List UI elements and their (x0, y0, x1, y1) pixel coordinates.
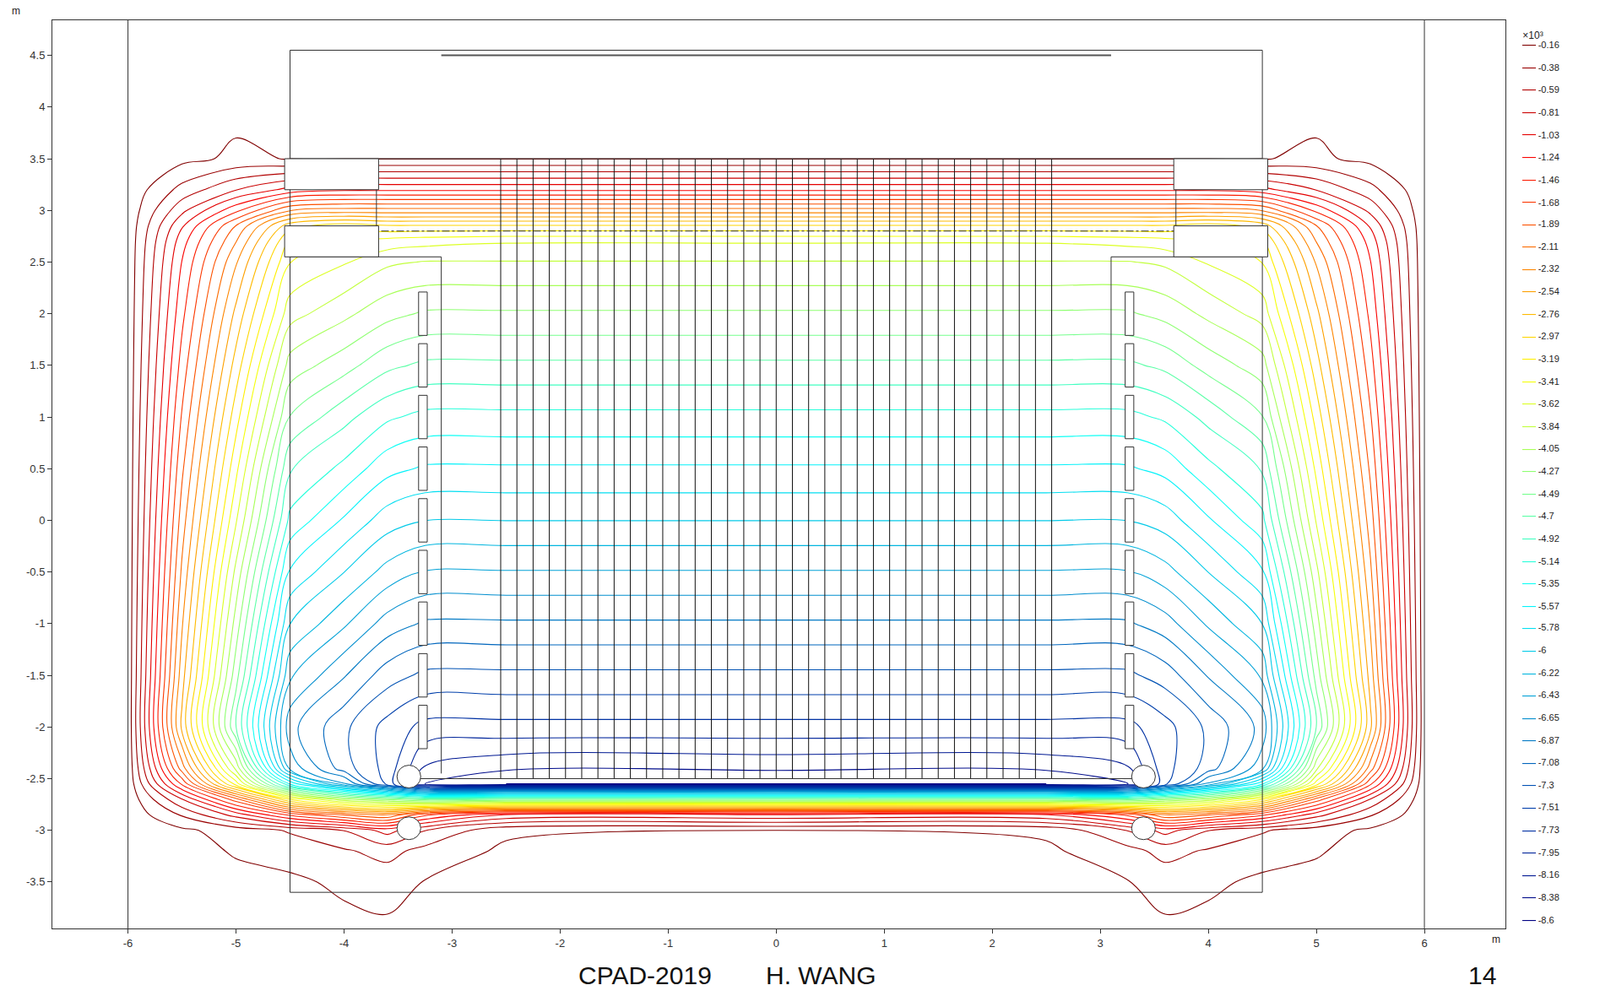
svg-text:3.5: 3.5 (29, 152, 45, 166)
svg-text:0.5: 0.5 (29, 462, 45, 476)
svg-text:-5: -5 (231, 937, 242, 950)
svg-text:m: m (11, 5, 21, 17)
svg-text:-6.65: -6.65 (1538, 712, 1560, 723)
svg-text:2: 2 (989, 937, 996, 950)
svg-text:-3.84: -3.84 (1538, 421, 1560, 432)
svg-text:-2.54: -2.54 (1538, 286, 1560, 297)
svg-text:-2.97: -2.97 (1538, 330, 1560, 342)
svg-text:-0.38: -0.38 (1538, 62, 1560, 73)
svg-text:-4.27: -4.27 (1538, 466, 1560, 477)
svg-text:0: 0 (773, 937, 780, 950)
svg-text:-4.49: -4.49 (1538, 488, 1560, 499)
svg-text:-1.24: -1.24 (1538, 151, 1560, 163)
svg-text:-3.41: -3.41 (1538, 376, 1560, 387)
svg-text:-2.76: -2.76 (1538, 309, 1560, 320)
svg-text:-3.19: -3.19 (1538, 353, 1560, 364)
svg-text:-3.62: -3.62 (1538, 398, 1560, 409)
svg-text:14: 14 (1468, 961, 1497, 990)
svg-text:-5.35: -5.35 (1538, 578, 1560, 589)
svg-text:-6.43: -6.43 (1538, 689, 1560, 700)
svg-text:m: m (1491, 933, 1501, 946)
svg-text:-3.5: -3.5 (26, 875, 45, 889)
svg-text:3: 3 (38, 204, 45, 217)
svg-text:-2: -2 (555, 937, 566, 950)
svg-text:0: 0 (38, 514, 45, 527)
svg-text:-8.16: -8.16 (1538, 869, 1560, 880)
svg-text:3: 3 (1097, 937, 1104, 950)
svg-text:1.5: 1.5 (29, 358, 45, 372)
svg-text:-6.87: -6.87 (1538, 735, 1560, 746)
svg-text:-1.68: -1.68 (1538, 197, 1560, 208)
svg-text:-7.3: -7.3 (1538, 780, 1555, 791)
svg-text:H. WANG: H. WANG (765, 961, 877, 990)
svg-text:-2.11: -2.11 (1538, 241, 1559, 252)
svg-text:-5.78: -5.78 (1538, 622, 1560, 633)
svg-text:×10³: ×10³ (1522, 29, 1543, 42)
svg-text:-3: -3 (447, 937, 458, 950)
svg-text:-2.5: -2.5 (26, 772, 45, 786)
svg-text:-7.08: -7.08 (1538, 757, 1560, 768)
svg-text:4: 4 (38, 100, 45, 114)
svg-text:-6: -6 (1538, 645, 1547, 656)
svg-text:-7.51: -7.51 (1538, 802, 1560, 813)
svg-text:-2.32: -2.32 (1538, 263, 1560, 274)
svg-text:-6.22: -6.22 (1538, 667, 1560, 678)
svg-text:-3: -3 (35, 824, 46, 837)
svg-text:4.5: 4.5 (29, 48, 45, 62)
svg-text:-4.05: -4.05 (1538, 443, 1560, 454)
svg-text:-1.89: -1.89 (1538, 218, 1560, 229)
svg-text:-1: -1 (35, 617, 46, 630)
svg-text:4: 4 (1205, 937, 1212, 950)
svg-text:-5.57: -5.57 (1538, 601, 1560, 612)
svg-text:-1.5: -1.5 (26, 669, 45, 683)
svg-text:-8.38: -8.38 (1538, 892, 1560, 903)
svg-text:-7.73: -7.73 (1538, 824, 1560, 836)
svg-text:-5.14: -5.14 (1538, 556, 1560, 567)
svg-text:1: 1 (38, 411, 45, 424)
svg-text:2: 2 (38, 307, 45, 320)
svg-text:-0.5: -0.5 (26, 565, 45, 579)
svg-text:2.5: 2.5 (29, 255, 45, 269)
svg-text:-1.46: -1.46 (1538, 174, 1560, 185)
svg-text:1: 1 (881, 937, 888, 950)
svg-text:6: 6 (1421, 937, 1427, 950)
svg-text:5: 5 (1312, 937, 1319, 950)
svg-text:-4.7: -4.7 (1538, 510, 1555, 521)
svg-text:-4: -4 (339, 937, 350, 950)
svg-text:-1.03: -1.03 (1538, 130, 1560, 141)
svg-text:-6: -6 (123, 937, 134, 950)
svg-text:-4.92: -4.92 (1538, 533, 1560, 544)
svg-text:-0.81: -0.81 (1538, 107, 1560, 118)
svg-text:-8.6: -8.6 (1538, 915, 1555, 926)
svg-text:CPAD-2019: CPAD-2019 (578, 961, 712, 990)
svg-text:-1: -1 (663, 937, 674, 950)
svg-text:-2: -2 (35, 721, 46, 734)
svg-text:-0.16: -0.16 (1538, 39, 1560, 50)
svg-text:-0.59: -0.59 (1538, 84, 1560, 95)
svg-text:-7.95: -7.95 (1538, 847, 1560, 858)
